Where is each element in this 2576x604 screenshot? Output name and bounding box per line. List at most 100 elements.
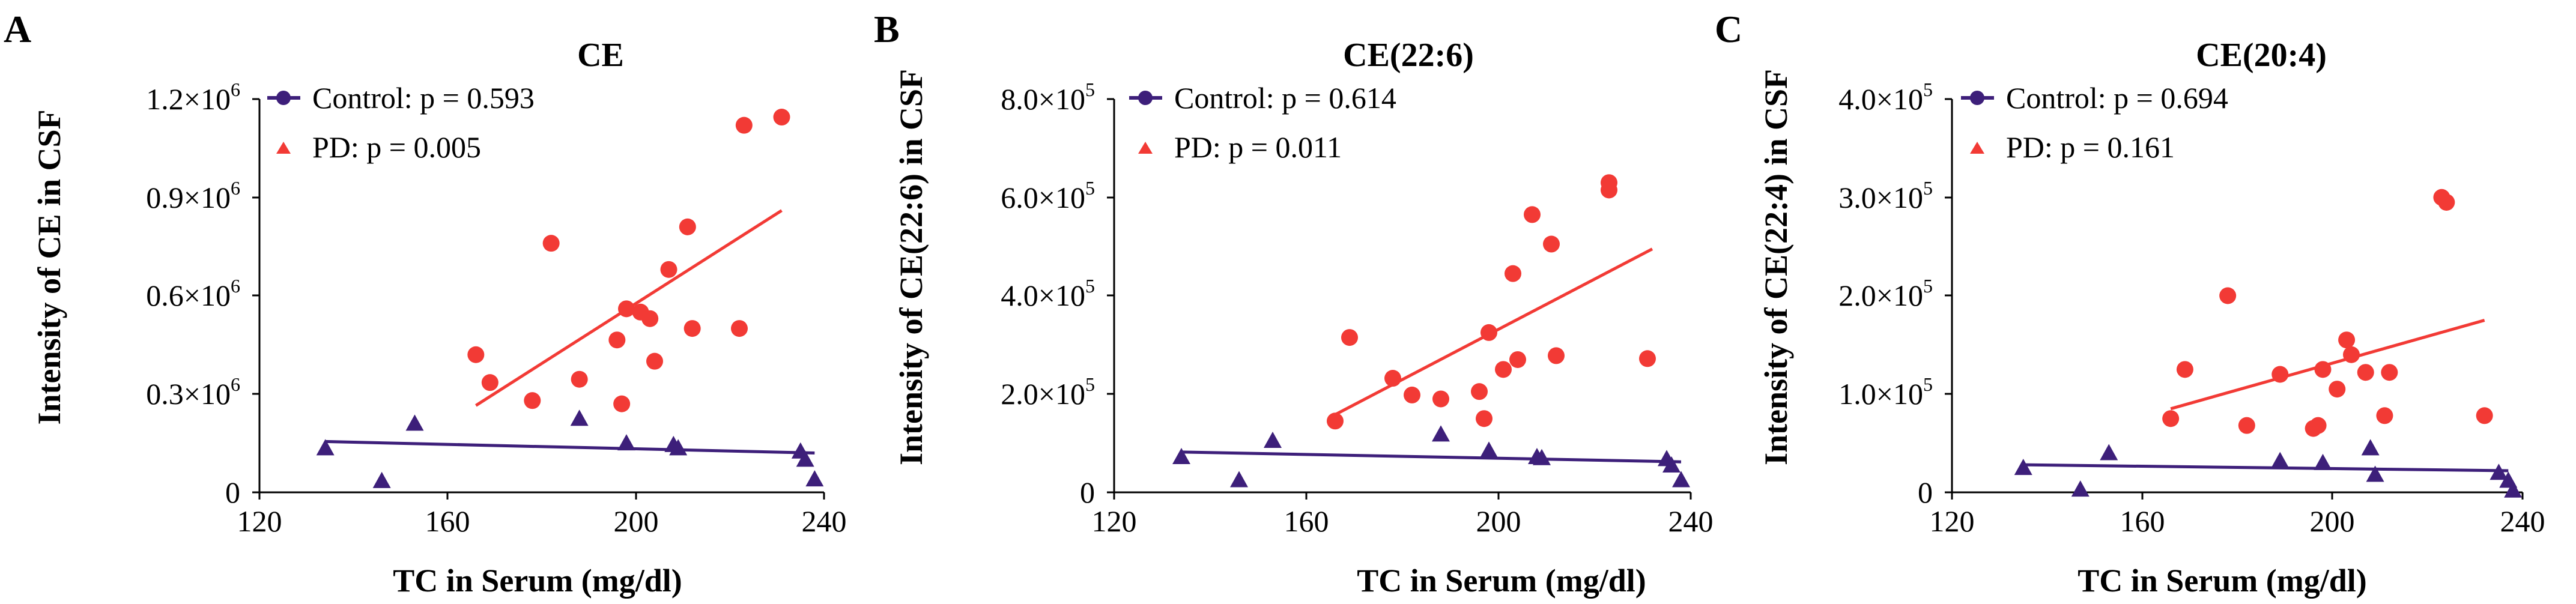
panel-b-control-point [1672, 471, 1690, 488]
panel-a-control-point [405, 414, 424, 431]
panel-a-x-axis-label: TC in Serum (mg/dl) [393, 563, 682, 599]
panel-c-legend-control-marker [1970, 91, 1984, 105]
panel-a-legend-pd-label: PD: p = 0.005 [312, 130, 481, 164]
panel-a-control-point [796, 450, 814, 467]
panel-b-pd-point [1639, 350, 1656, 367]
panel-c-pd-point [2357, 364, 2374, 381]
panel-a-pd-point [613, 395, 631, 412]
panel-a-letter: A [4, 8, 31, 50]
panel-c-y-tick-label: 3.0×105 [1838, 177, 1933, 214]
panel-c-x-axis-label: TC in Serum (mg/dl) [2077, 563, 2367, 599]
panel-b-control-point [1172, 448, 1190, 465]
panel-a-pd-point [660, 261, 677, 278]
panel-a-control-point [669, 439, 688, 456]
panel-b-pd-point [1341, 329, 1358, 346]
panel-a-x-tick-label: 160 [425, 504, 470, 538]
panel-a-pd-point [618, 300, 635, 318]
panel-a-control-trend-line [325, 439, 815, 455]
panel-a-pd-point [773, 109, 790, 126]
panel-a-pd-point [641, 310, 659, 327]
panel-a-y-tick-label: 0.3×106 [146, 373, 240, 411]
panel-c-pd-point [2338, 331, 2356, 349]
panel-a-pd-point [481, 374, 499, 391]
panel-c-control-point [2361, 439, 2380, 456]
panel-b: B CE(22:6) Intensity of CE(22:6) in CSF … [874, 8, 1714, 599]
panel-a-legend-control-label: Control: p = 0.593 [312, 81, 535, 115]
panel-a-x-tick-label: 240 [802, 504, 847, 538]
panel-b-x-tick-label: 160 [1284, 504, 1329, 538]
panel-b-pd-point [1548, 347, 1565, 364]
panel-c-pd-point [2176, 361, 2193, 378]
panel-b-legend-control-marker [1138, 91, 1153, 105]
panel-a-control-point [805, 470, 824, 487]
panel-a-pd-point [608, 331, 626, 349]
panel-c-control-point [2504, 481, 2523, 498]
panel-a-legend: Control: p = 0.593 PD: p = 0.005 [267, 81, 535, 164]
panel-c-pd-point [2476, 407, 2493, 424]
panel-c-pd-point [2314, 361, 2332, 378]
panel-b-control-trend-line [1181, 450, 1682, 464]
panel-c-pd-point [2219, 287, 2237, 304]
panel-c-x-tick-label: 200 [2310, 504, 2355, 538]
panel-b-y-axis-label: Intensity of CE(22:6) in CSF [893, 69, 929, 465]
panel-b-title: CE(22:6) [1343, 37, 1474, 74]
panel-c-pd-point [2376, 407, 2393, 424]
panel-b-pd-point [1404, 386, 1420, 403]
panel-c-pd-point [2309, 417, 2327, 434]
panel-a-pd-point [571, 370, 588, 388]
panel-b-pd-point [1384, 370, 1401, 387]
panel-b-y-tick-label: 2.0×105 [1001, 373, 1095, 411]
panel-b-y-tick-label: 6.0×105 [1001, 177, 1095, 214]
panel-b-control-point [1533, 448, 1551, 465]
panel-c-control-point [2366, 465, 2384, 482]
panel-c-pd-point [2343, 346, 2360, 363]
panel-a-control-point [372, 471, 391, 488]
panel-b-plot-area [1172, 174, 1690, 488]
panel-c-pd-point [2162, 410, 2180, 427]
panel-c-y-tick-label: 4.0×105 [1838, 79, 1933, 116]
panel-c-x-tick-label: 120 [1930, 504, 1975, 538]
panel-c: C CE(20:4) Intensity of CE(22:4) in CSF … [1715, 8, 2545, 599]
panel-b-pd-point [1432, 390, 1449, 408]
panel-c-control-point [2271, 451, 2290, 468]
panel-c-pd-point [2438, 193, 2455, 211]
panel-b-control-point [1432, 425, 1450, 442]
panel-a-pd-point [683, 320, 701, 337]
panel-c-y-tick-label: 2.0×105 [1838, 275, 1933, 312]
panel-b-pd-point [1327, 412, 1344, 430]
panel-c-y-tick-label: 0 [1918, 476, 1933, 509]
panel-b-x-axis-label: TC in Serum (mg/dl) [1357, 563, 1646, 599]
panel-b-y-tick-label: 0 [1080, 476, 1095, 509]
panel-c-pd-point [2329, 381, 2346, 398]
panel-c-pd-point [2238, 417, 2255, 434]
panel-b-pd-point [1509, 351, 1526, 368]
panel-b-control-point [1264, 432, 1282, 448]
panel-b-x-tick-label: 200 [1476, 504, 1521, 538]
panel-c-legend-pd-label: PD: p = 0.161 [2006, 130, 2175, 164]
panel-c-letter: C [1715, 8, 1742, 50]
panel-a-x-tick-label: 120 [237, 504, 282, 538]
panel-b-x-tick-label: 120 [1092, 504, 1137, 538]
panel-b-control-point [1662, 456, 1680, 473]
panel-b-pd-point [1476, 410, 1493, 427]
panel-a-y-tick-label: 0 [225, 476, 240, 509]
panel-a-title: CE [577, 37, 624, 74]
panel-a-control-point [570, 409, 589, 426]
panel-c-x-tick-label: 240 [2500, 504, 2545, 538]
panel-c-legend-control-label: Control: p = 0.694 [2006, 81, 2228, 115]
panel-b-x-tick-label: 240 [1668, 504, 1714, 538]
panel-b-legend: Control: p = 0.614 PD: p = 0.011 [1129, 81, 1396, 164]
panel-b-pd-point [1495, 361, 1512, 378]
panel-a-y-tick-label: 0.9×106 [146, 177, 240, 214]
panel-c-control-trend-line [2023, 463, 2509, 473]
panel-b-control-point [1230, 471, 1248, 488]
panel-c-x-tick-label: 160 [2120, 504, 2165, 538]
panel-a-pd-point [524, 392, 541, 409]
panel-b-legend-pd-label: PD: p = 0.011 [1174, 130, 1342, 164]
panel-b-pd-point [1543, 235, 1560, 253]
panel-b-y-tick-label: 8.0×105 [1001, 79, 1095, 116]
panel-b-pd-point [1524, 206, 1541, 223]
panel-b-y-tick-label: 4.0×105 [1001, 275, 1095, 312]
panel-a-control-point [316, 439, 335, 456]
